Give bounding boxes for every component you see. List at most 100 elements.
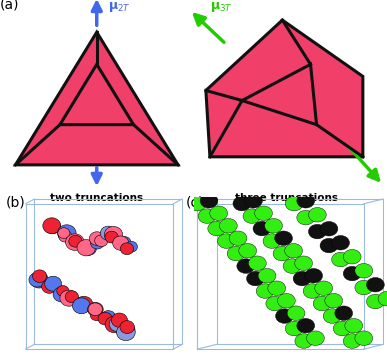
Circle shape [295,334,313,348]
Circle shape [65,291,79,303]
Circle shape [315,281,332,295]
Circle shape [80,241,96,255]
Circle shape [323,309,341,323]
Circle shape [100,226,116,240]
Circle shape [285,321,303,336]
Circle shape [320,238,338,253]
Circle shape [125,241,137,252]
Circle shape [45,276,62,291]
Circle shape [258,269,276,283]
Circle shape [88,303,103,316]
Circle shape [120,321,134,334]
Circle shape [58,228,70,238]
Polygon shape [206,20,363,157]
Circle shape [60,290,78,306]
Circle shape [29,272,45,287]
Circle shape [33,270,47,283]
Circle shape [198,209,216,223]
Circle shape [104,227,123,243]
Text: $\mathbf{\mu}_{3T}$: $\mathbf{\mu}_{3T}$ [210,0,233,14]
Text: three truncations: three truncations [235,193,338,203]
Circle shape [253,222,271,236]
Circle shape [332,252,349,267]
Circle shape [295,256,313,270]
Circle shape [113,236,129,250]
Circle shape [200,194,218,208]
Circle shape [378,292,387,306]
Circle shape [65,234,84,250]
Circle shape [247,271,264,286]
Circle shape [237,259,255,273]
Circle shape [90,309,103,321]
Circle shape [283,259,301,273]
Circle shape [245,194,262,208]
Circle shape [285,196,303,211]
Circle shape [277,293,295,308]
Circle shape [59,230,72,242]
Circle shape [45,220,60,234]
Circle shape [219,219,237,233]
Circle shape [111,313,127,327]
Circle shape [355,280,373,295]
Circle shape [276,309,293,323]
Circle shape [53,287,70,302]
Circle shape [229,231,247,246]
Text: (a): (a) [0,0,19,12]
Circle shape [297,210,315,225]
Circle shape [210,206,228,220]
Circle shape [263,234,281,248]
Circle shape [69,236,82,247]
Circle shape [366,278,384,292]
Circle shape [217,234,235,248]
Text: $\mathbf{\mu}_{2T}$: $\mathbf{\mu}_{2T}$ [108,0,131,14]
Circle shape [343,250,361,264]
Polygon shape [242,64,317,125]
Circle shape [120,243,134,255]
Circle shape [345,318,363,333]
Circle shape [101,311,116,324]
Circle shape [297,194,315,208]
Circle shape [355,264,373,278]
Circle shape [227,246,245,261]
Circle shape [116,324,135,341]
Circle shape [119,323,135,337]
Circle shape [265,219,283,233]
Circle shape [335,306,353,321]
Circle shape [77,239,96,256]
Circle shape [87,302,103,316]
Circle shape [273,246,291,261]
Circle shape [233,196,251,211]
Circle shape [72,298,91,314]
Text: (c): (c) [186,196,204,210]
Circle shape [256,284,274,298]
Circle shape [58,225,76,241]
Circle shape [266,296,284,311]
Text: two truncations: two truncations [50,193,143,203]
Polygon shape [15,32,178,165]
Circle shape [308,224,326,239]
Circle shape [275,231,293,246]
Circle shape [243,209,261,223]
Circle shape [43,218,61,234]
Polygon shape [60,64,134,125]
Circle shape [333,321,351,336]
Text: (b): (b) [6,196,26,210]
Circle shape [42,280,57,293]
Circle shape [320,222,338,236]
Circle shape [297,318,315,333]
Circle shape [208,222,226,236]
Circle shape [343,334,361,348]
Circle shape [75,296,93,312]
Circle shape [248,256,266,270]
Circle shape [239,243,257,258]
Circle shape [308,208,326,222]
Circle shape [285,243,303,258]
Circle shape [287,306,305,321]
Circle shape [30,272,48,288]
Circle shape [255,206,272,220]
Circle shape [57,285,69,296]
Circle shape [332,236,349,250]
Circle shape [303,284,321,298]
Circle shape [366,294,384,309]
Circle shape [313,296,331,311]
